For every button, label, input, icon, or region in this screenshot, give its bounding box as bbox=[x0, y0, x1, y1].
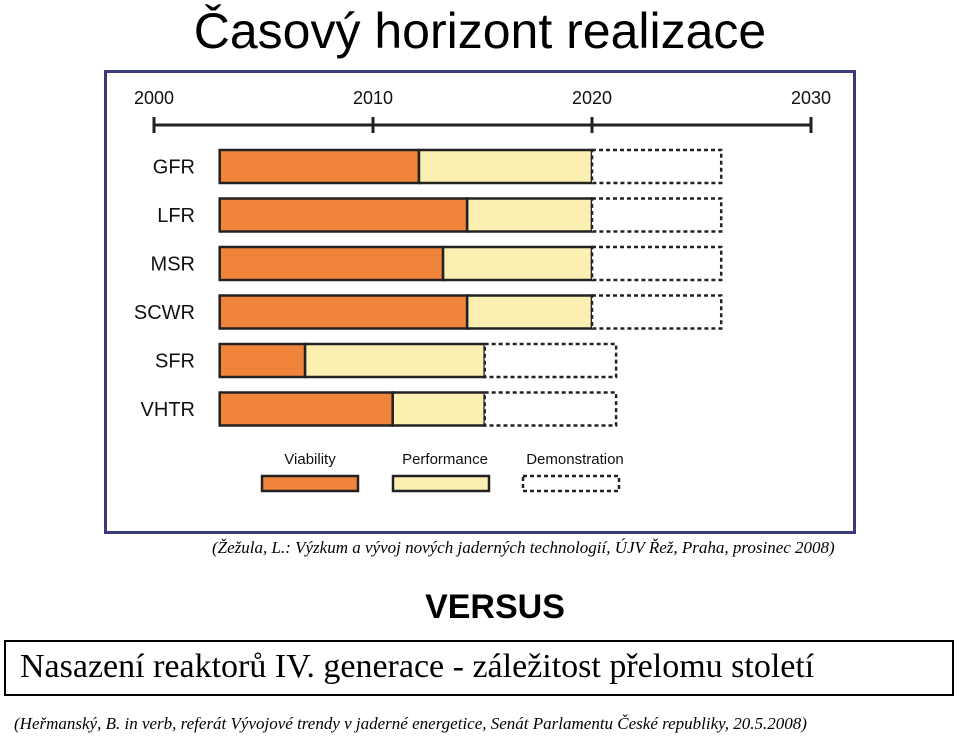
timeline-chart: 2000 2010 2020 2030 GFR LFR MSR SCWR SFR VHTR Viab… bbox=[134, 88, 831, 493]
legend-label-demonstration: Demonstration bbox=[526, 451, 624, 468]
legend-swatch-viability bbox=[260, 474, 360, 493]
chart-frame: 2000 2010 2020 2030 GFR LFR MSR SCWR SFR VHTR Viab… bbox=[104, 70, 856, 534]
timeline-tick-label: 2000 bbox=[134, 88, 174, 108]
bar-scwr-demonstration bbox=[590, 294, 723, 330]
bar-scwr-performance bbox=[465, 294, 594, 330]
timeline-tick-label: 2020 bbox=[572, 88, 612, 108]
bar-lfr-demonstration bbox=[590, 197, 723, 233]
row-label-gfr: GFR bbox=[153, 157, 195, 179]
citation-top: (Žežula, L.: Výzkum a vývoj nových jader… bbox=[212, 538, 835, 557]
legend-swatch-demonstration bbox=[521, 474, 621, 493]
statement-box: Nasazení reaktorů IV. generace - záležit… bbox=[4, 640, 954, 696]
timeline-tick-label: 2010 bbox=[353, 88, 393, 108]
bar-msr-performance bbox=[441, 245, 594, 282]
statement-text: Nasazení reaktorů IV. generace - záležit… bbox=[20, 648, 815, 685]
bar-vhtr-viability bbox=[218, 391, 394, 427]
bar-vhtr-demonstration bbox=[483, 391, 618, 427]
row-label-msr: MSR bbox=[151, 254, 195, 276]
legend-swatch-performance bbox=[391, 474, 491, 493]
row-label-vhtr: VHTR bbox=[141, 399, 195, 421]
bar-scwr-viability bbox=[218, 294, 469, 330]
bar-vhtr-performance bbox=[391, 391, 486, 427]
bar-sfr-performance bbox=[303, 342, 486, 379]
row-label-sfr: SFR bbox=[155, 351, 195, 373]
bar-gfr-demonstration bbox=[590, 148, 723, 185]
bar-msr-demonstration bbox=[590, 245, 723, 282]
versus-label: VERSUS bbox=[425, 588, 565, 626]
bar-gfr-viability bbox=[218, 148, 421, 185]
bar-lfr-performance bbox=[465, 197, 594, 233]
row-label-scwr: SCWR bbox=[134, 302, 195, 324]
bar-sfr-viability bbox=[218, 342, 307, 379]
slide-title: Časový horizont realizace bbox=[193, 3, 767, 59]
bar-lfr-viability bbox=[218, 197, 469, 233]
bar-msr-viability bbox=[218, 245, 445, 282]
bar-sfr-demonstration bbox=[483, 342, 618, 379]
timeline-tick-label: 2030 bbox=[791, 88, 831, 108]
legend-label-performance: Performance bbox=[402, 451, 488, 468]
citation-bottom: (Heřmanský, B. in verb, referát Vývojové… bbox=[14, 714, 807, 733]
row-label-lfr: LFR bbox=[157, 205, 195, 227]
bar-gfr-performance bbox=[417, 148, 594, 185]
legend-label-viability: Viability bbox=[284, 451, 336, 468]
